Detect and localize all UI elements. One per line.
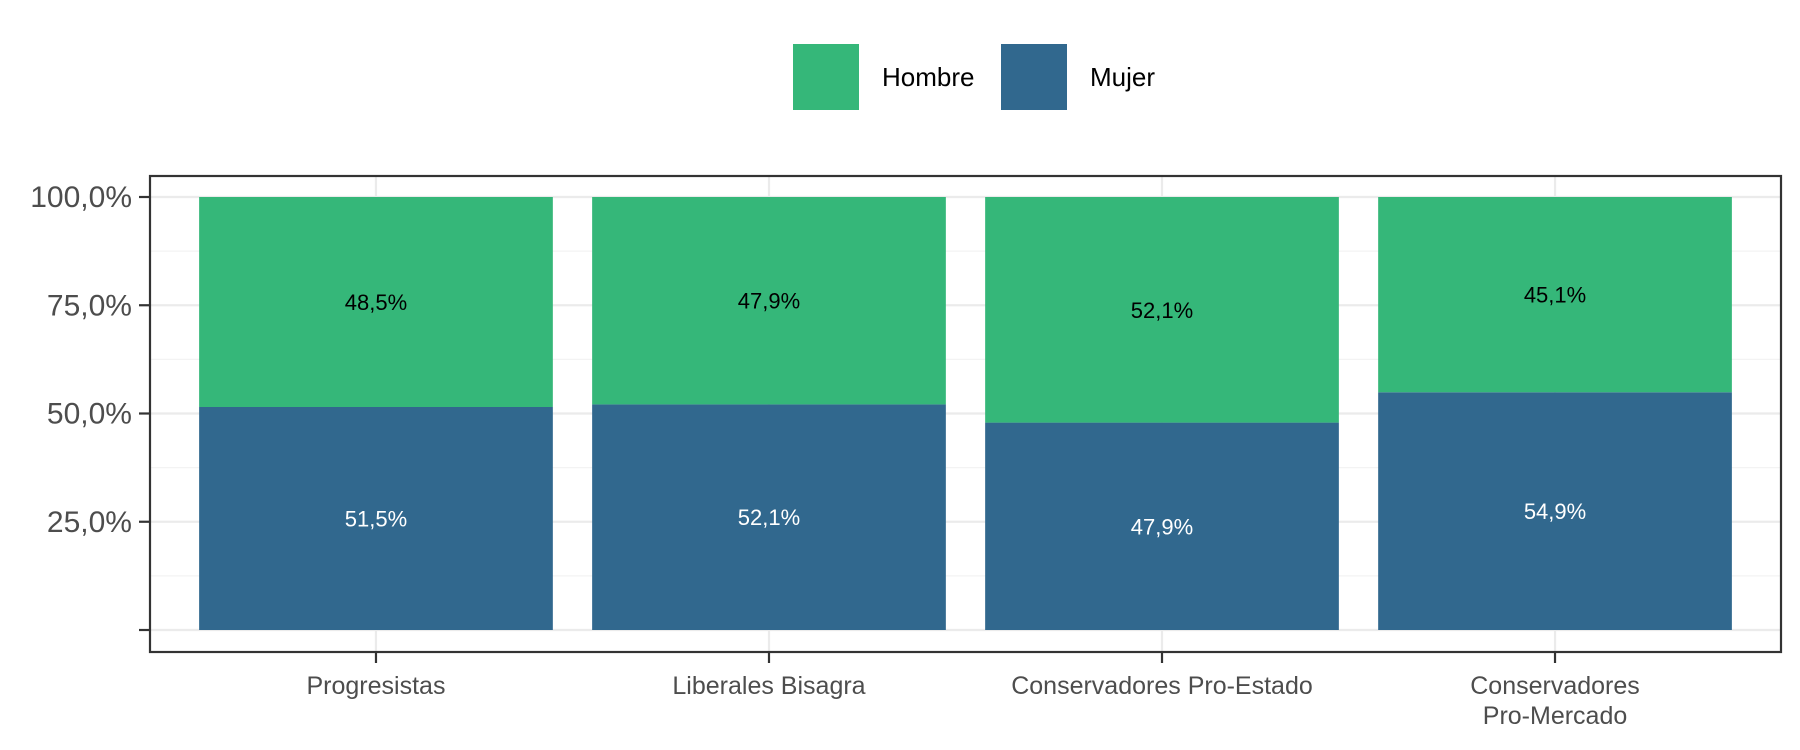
y-tick-label: 50,0% xyxy=(47,398,132,431)
data-label-mujer-1: 52,1% xyxy=(738,505,800,530)
legend-key-mujer xyxy=(1001,44,1067,110)
data-label-mujer-0: 51,5% xyxy=(345,507,407,532)
x-tick-label-line: Conservadores xyxy=(1470,672,1640,700)
bars: 51,5% 48,5% 52,1% 47,9% 47,9% 52,1% 54,9% 45,1% xyxy=(199,197,1732,630)
data-label-hombre-0: 48,5% xyxy=(345,290,407,315)
bar-hombre-1 xyxy=(592,197,946,405)
y-tick-label: 100,0% xyxy=(30,181,132,214)
bar-mujer-1 xyxy=(592,404,946,630)
bar-mujer-0 xyxy=(199,407,553,630)
x-tick-label: Conservadores Pro-Estado xyxy=(1011,672,1313,700)
x-tick-label-line: Progresistas xyxy=(307,672,446,700)
x-tick-label-line: Conservadores Pro-Estado xyxy=(1011,672,1313,700)
legend: Hombre Mujer xyxy=(793,44,1155,110)
legend-label-mujer: Mujer xyxy=(1090,62,1155,92)
legend-key-hombre xyxy=(793,44,859,110)
data-label-hombre-3: 45,1% xyxy=(1524,283,1586,308)
data-label-hombre-1: 47,9% xyxy=(738,289,800,314)
x-tick-label: Conservadores Pro-Mercado xyxy=(1470,672,1640,730)
x-tick-label-line: Liberales Bisagra xyxy=(672,672,865,700)
bar-hombre-0 xyxy=(199,197,553,408)
bar-mujer-3 xyxy=(1378,392,1732,630)
y-tick-label: 75,0% xyxy=(47,289,132,322)
x-tick-label-line: Pro-Mercado xyxy=(1483,702,1628,730)
bar-mujer-2 xyxy=(985,422,1339,630)
y-tick-label: 25,0% xyxy=(47,506,132,539)
data-label-mujer-3: 54,9% xyxy=(1524,499,1586,524)
y-axis: 25,0% 50,0% 75,0% 100,0% xyxy=(30,181,150,632)
legend-label-hombre: Hombre xyxy=(882,62,974,92)
data-label-hombre-2: 52,1% xyxy=(1131,298,1193,323)
bar-hombre-2 xyxy=(985,197,1339,423)
bar-hombre-3 xyxy=(1378,197,1732,393)
x-axis: Progresistas Liberales Bisagra Conservador… xyxy=(307,652,1640,730)
data-label-mujer-2: 47,9% xyxy=(1131,514,1193,539)
x-tick-label: Liberales Bisagra xyxy=(672,672,865,700)
x-tick-label: Progresistas xyxy=(307,672,446,700)
